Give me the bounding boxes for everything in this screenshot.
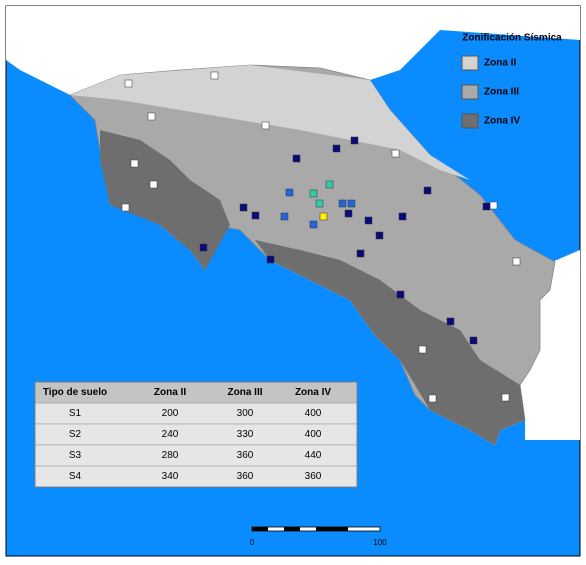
legend-swatch xyxy=(461,113,479,129)
zona-ii xyxy=(70,65,470,180)
table-cell: 360 xyxy=(237,471,254,482)
station xyxy=(124,79,133,88)
station xyxy=(446,317,455,326)
station xyxy=(210,71,219,80)
table-cell: 440 xyxy=(305,450,322,461)
legend-title: Zonificación Sísmica xyxy=(462,33,562,44)
table-cell: 400 xyxy=(305,429,322,440)
station xyxy=(423,186,432,195)
station xyxy=(309,220,318,229)
table-cell: S1 xyxy=(69,408,82,419)
station xyxy=(512,257,521,266)
station xyxy=(338,199,347,208)
soil-table: Tipo de suelo Zona II Zona III Zona IV S1 200… xyxy=(34,381,358,488)
table-cell: S3 xyxy=(69,450,82,461)
table-header: Zona II xyxy=(154,387,186,398)
legend-item: Zona IV xyxy=(484,116,520,127)
station xyxy=(482,202,491,211)
station xyxy=(199,243,208,252)
table-cell: 400 xyxy=(305,408,322,419)
legend-item: Zona II xyxy=(484,58,516,69)
table-header: Zona IV xyxy=(295,387,331,398)
scale-label: 0 xyxy=(250,538,255,547)
nicaragua xyxy=(6,6,580,95)
station xyxy=(396,290,405,299)
table-cell: 360 xyxy=(305,471,322,482)
table-cell: S4 xyxy=(69,471,82,482)
scale-bar-segment xyxy=(284,527,300,531)
table-cell: 340 xyxy=(162,471,179,482)
station xyxy=(398,212,407,221)
table-cell: S2 xyxy=(69,429,82,440)
table-cell: 200 xyxy=(162,408,179,419)
scale-bar-segment xyxy=(252,527,268,531)
station xyxy=(130,159,139,168)
station xyxy=(319,212,328,221)
table-cell: 330 xyxy=(237,429,254,440)
station xyxy=(292,154,301,163)
table-cell: 360 xyxy=(237,450,254,461)
table-header-bg xyxy=(35,382,357,403)
stations xyxy=(121,71,521,403)
station xyxy=(391,149,400,158)
scale-label: 100 xyxy=(373,538,387,547)
station xyxy=(266,255,275,264)
station xyxy=(280,212,289,221)
table-border xyxy=(34,381,358,488)
station xyxy=(285,188,294,197)
table-header: Tipo de suelo xyxy=(43,387,107,398)
station xyxy=(356,249,365,258)
station xyxy=(309,189,318,198)
station xyxy=(315,199,324,208)
legend-item: Zona III xyxy=(484,87,519,98)
zona-iv-sur xyxy=(255,240,525,445)
legend-swatch xyxy=(461,84,479,100)
legend-swatch xyxy=(461,55,479,71)
panama xyxy=(520,250,580,440)
station xyxy=(332,144,341,153)
station xyxy=(364,216,373,225)
station xyxy=(489,201,498,210)
station xyxy=(325,180,334,189)
station xyxy=(428,394,437,403)
station xyxy=(261,121,270,130)
table-cell: 240 xyxy=(162,429,179,440)
station xyxy=(147,112,156,121)
station xyxy=(469,336,478,345)
table-cell: 300 xyxy=(237,408,254,419)
station xyxy=(347,199,356,208)
station xyxy=(121,203,130,212)
station xyxy=(418,345,427,354)
station xyxy=(239,203,248,212)
scale-bar: 0 100 xyxy=(250,526,387,547)
station xyxy=(375,231,384,240)
station xyxy=(251,211,260,220)
station xyxy=(350,136,359,145)
table-header: Zona III xyxy=(228,387,263,398)
scale-bar-segment xyxy=(316,527,348,531)
station xyxy=(501,393,510,402)
table-cell: 280 xyxy=(162,450,179,461)
station xyxy=(149,180,158,189)
station xyxy=(344,209,353,218)
